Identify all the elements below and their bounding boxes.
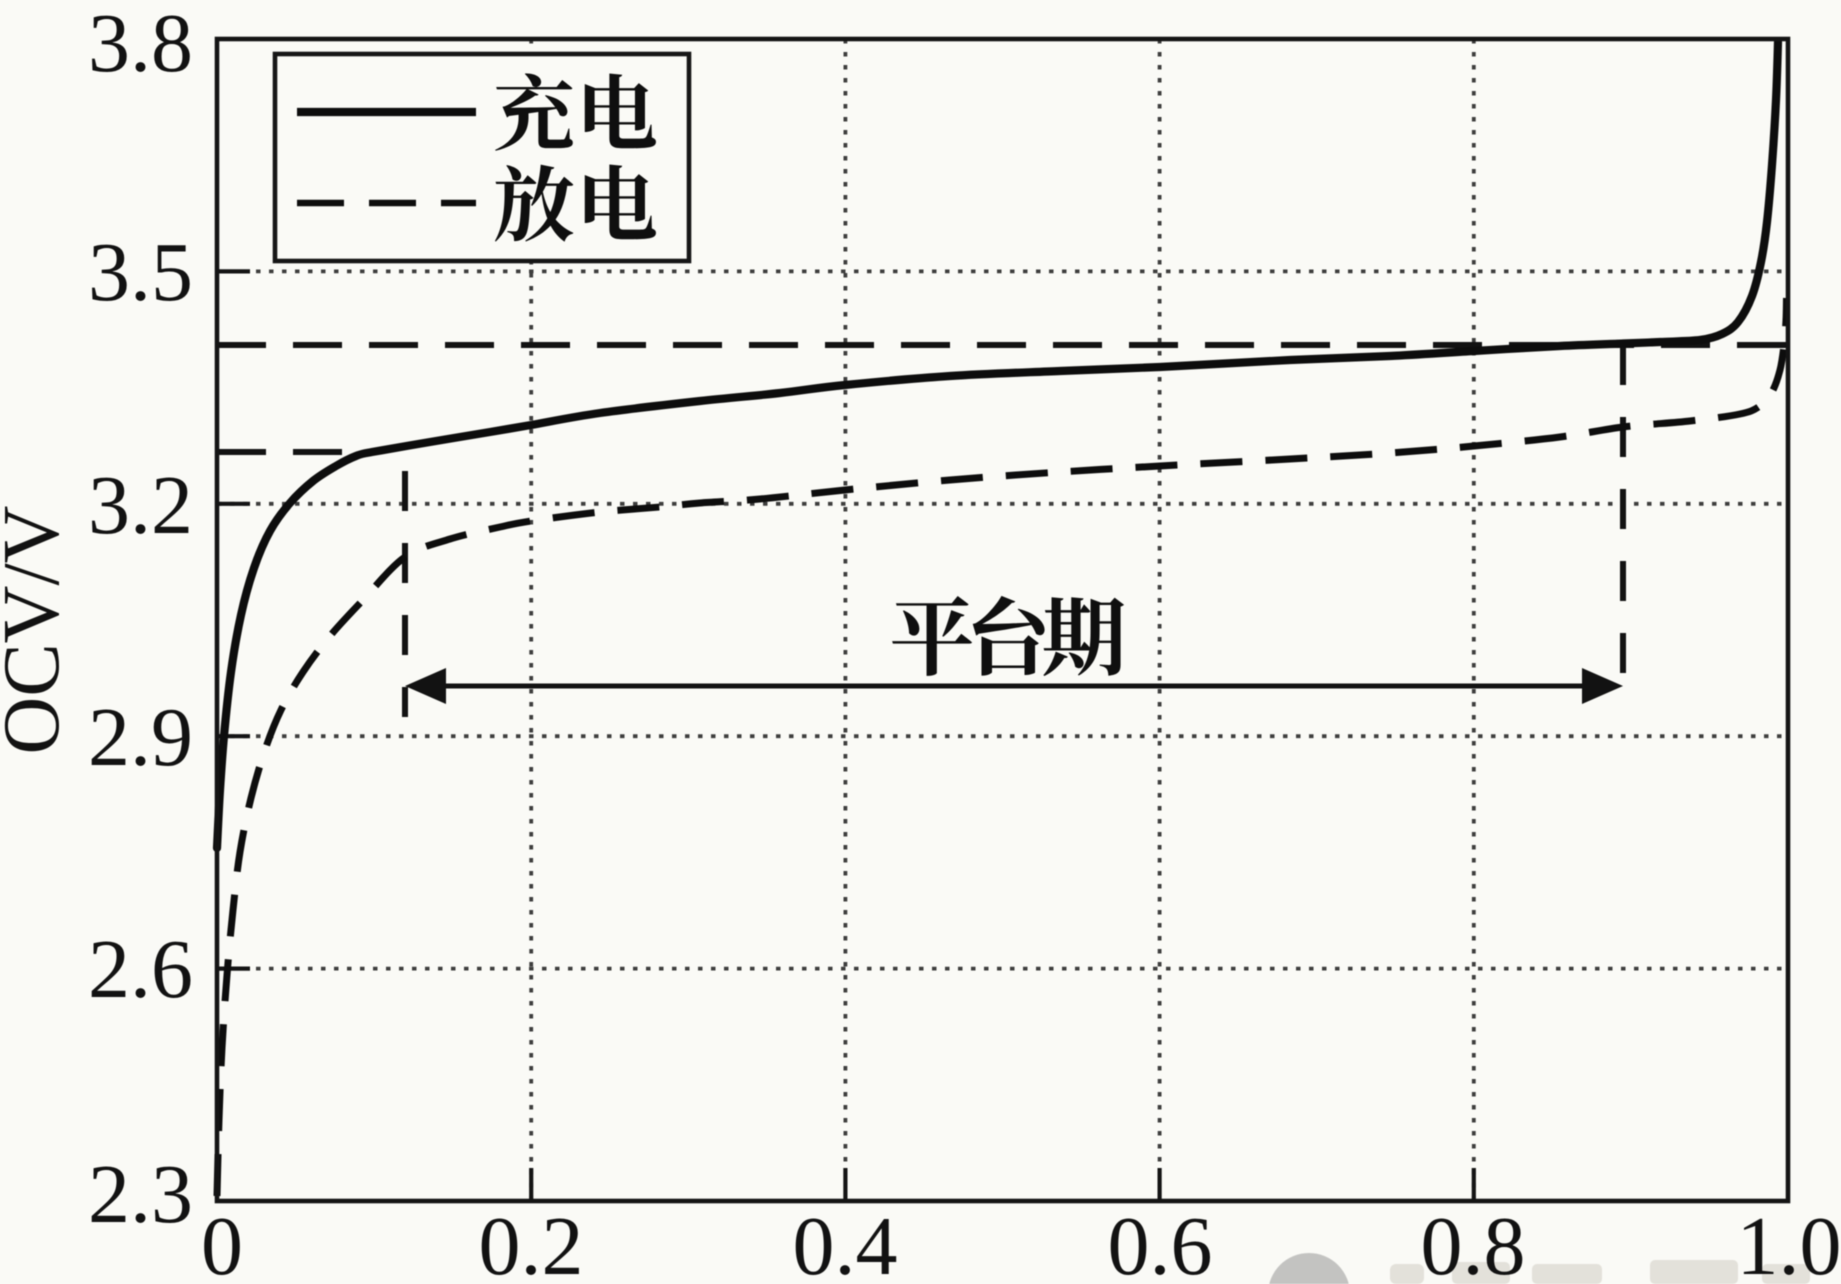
svg-text:2.3: 2.3 [88,1148,193,1241]
svg-text:0.4: 0.4 [793,1200,898,1284]
svg-text:0: 0 [201,1200,243,1284]
svg-text:2.9: 2.9 [88,691,193,784]
svg-text:1.0: 1.0 [1737,1200,1841,1284]
svg-text:3.2: 3.2 [88,459,193,552]
svg-text:2.6: 2.6 [88,923,193,1016]
svg-text:0.2: 0.2 [479,1200,584,1284]
svg-text:0.6: 0.6 [1108,1200,1213,1284]
svg-text:3.5: 3.5 [88,226,193,319]
svg-text:3.8: 3.8 [88,0,193,90]
svg-text:0.8: 0.8 [1421,1200,1526,1284]
svg-text:OCV/V: OCV/V [0,506,76,755]
